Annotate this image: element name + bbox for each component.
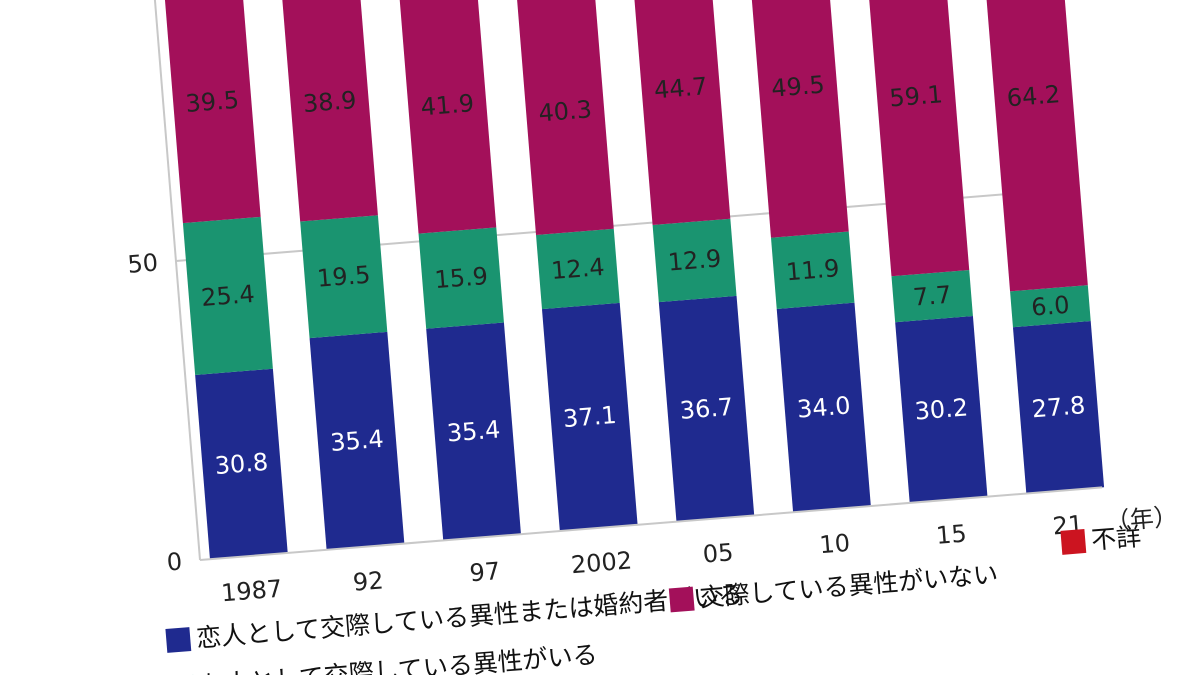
data-label: 19.5 [316,261,372,293]
bar-segment [281,0,378,222]
legend-label: 交際している異性がいない [698,560,999,613]
x-axis-unit: （年） [1105,502,1179,536]
x-tick-label: 2002 [570,546,633,579]
bar-segment [1010,285,1091,328]
bar-segment [979,0,1088,292]
bar-segment [863,0,970,277]
y-tick-label: 0 [166,547,183,576]
data-label: 49.5 [770,71,826,103]
data-label: 30.8 [214,448,270,480]
bar-segment [658,295,755,522]
bar-segment [536,228,620,310]
x-tick-label: 97 [469,557,502,587]
data-label: 40.3 [537,95,593,127]
bar-segment [300,215,388,339]
bar-segment [747,0,849,238]
bar-segment [182,216,273,375]
data-label: 30.2 [914,393,970,425]
data-label: 12.9 [667,244,723,276]
legend-swatch [165,627,192,653]
bar-segment [652,218,737,303]
labels-layer: 30.8 25.4 39.5 35.4 19.5 38.9 35.4 15.9 41.9 37.1… [185,71,1087,481]
bar-segment [398,0,497,234]
y-tick-label: 50 [126,248,159,278]
legend-swatch [668,586,695,613]
data-label: 36.7 [679,393,735,425]
data-label: 7.7 [912,281,952,312]
bar-segment [1012,320,1105,494]
bar-segment [770,231,855,309]
x-tick-label: 1987 [220,575,283,608]
legend: 恋人として交際している異性または婚約者がいる友人として交際している異性がいる交際… [165,522,1142,675]
data-label: 34.0 [796,391,852,423]
data-label: 35.4 [446,415,502,447]
x-tick-label: 05 [702,538,735,568]
legend-item: 交際している異性がいない [668,560,999,613]
legend-label: 不詳 [1090,522,1142,555]
data-label: 12.4 [550,253,606,285]
bar-segment [895,316,988,503]
bar-segment [516,0,614,236]
data-label: 64.2 [1006,80,1062,112]
data-label: 39.5 [185,86,241,118]
legend-item: 不詳 [1060,522,1142,555]
data-label: 37.1 [562,401,618,433]
x-tick-label: 10 [818,529,851,559]
data-label: 44.7 [653,72,709,104]
legend-swatch [1060,528,1087,555]
data-label: 11.9 [785,254,841,286]
bar-segment [631,0,731,226]
bar-segment [426,322,521,541]
data-label: 41.9 [420,89,476,121]
x-tick-label: 92 [352,566,385,596]
bar-segment [163,0,261,224]
data-label: 15.9 [433,262,489,294]
bars-layer [163,0,1105,560]
data-label: 25.4 [200,280,256,312]
bar-segment [891,269,973,323]
data-label: 35.4 [329,425,385,457]
bar-segment [309,331,405,550]
bar-segment [418,227,504,329]
data-label: 38.9 [302,86,358,118]
x-axis-line [199,486,1103,561]
y-axis-line [147,0,201,561]
bar-segment [195,368,288,560]
data-label: 27.8 [1031,391,1087,423]
data-label: 6.0 [1030,291,1070,322]
bar-segment [776,302,871,513]
bar-segment [541,302,638,532]
data-label: 59.1 [888,80,944,112]
x-tick-label: 15 [935,519,968,549]
